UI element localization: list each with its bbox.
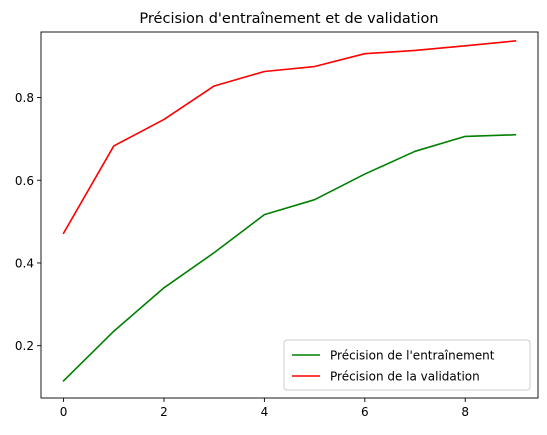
legend: Précision de l'entraînement Précision de … [283,339,531,391]
series-lines [62,40,517,382]
x-tick-label-2: 4 [261,405,269,419]
legend-label-1: Précision de la validation [330,370,480,384]
legend-label-0: Précision de l'entraînement [330,349,495,363]
legend-box [283,339,531,391]
y-tick-label-2: 0.6 [15,174,34,188]
x-tick-label-4: 8 [461,405,469,419]
x-tick-label-0: 0 [60,405,68,419]
y-tick-label-1: 0.4 [15,256,34,270]
axes: 0 2 4 6 8 0.2 0.4 0.6 0.8 [15,31,539,419]
y-tick-label-3: 0.8 [15,91,34,105]
y-tick-label-0: 0.2 [15,339,34,353]
series-line-1 [62,40,517,235]
series-line-0 [62,133,517,382]
plot-area [41,32,538,398]
axes-frame [40,31,539,399]
chart-title: Précision d'entraînement et de validatio… [139,11,438,27]
x-tick-label-1: 2 [160,405,168,419]
x-tick-label-3: 6 [361,405,369,419]
